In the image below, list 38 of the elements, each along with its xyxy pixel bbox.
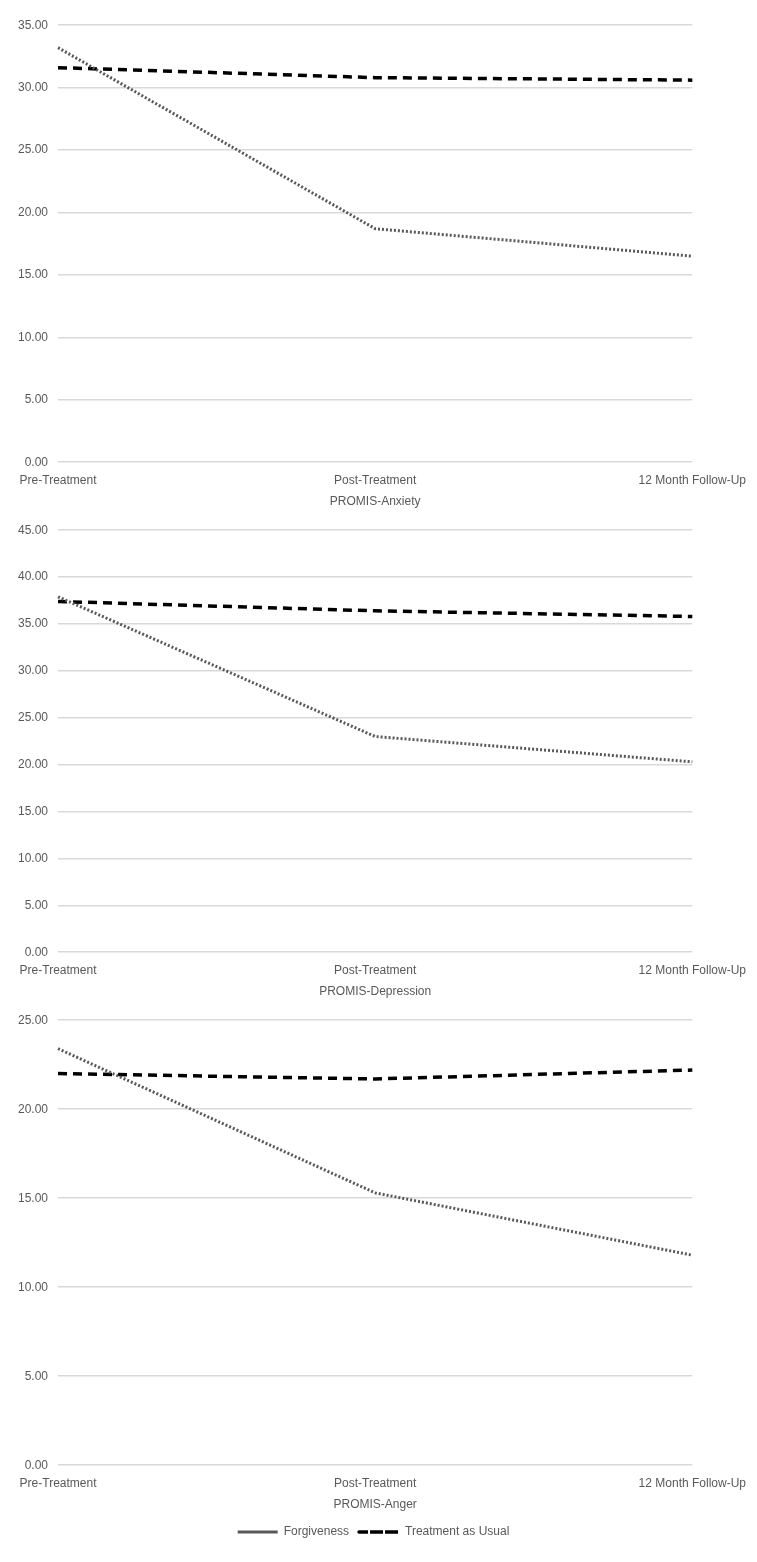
y-tick-label: 20.00 — [18, 756, 49, 771]
y-tick-label: 15.00 — [18, 267, 49, 282]
y-tick-label: 0.00 — [24, 1457, 49, 1472]
y-tick-label: 35.00 — [18, 616, 49, 631]
y-tick-label: 20.00 — [18, 204, 49, 219]
y-tick-label: 10.00 — [18, 1279, 49, 1294]
legend-label: Treatment as Usual — [405, 1524, 510, 1539]
x-tick-label: Pre-Treatment — [19, 472, 98, 487]
legend-label: Forgiveness — [283, 1524, 350, 1539]
y-tick-label: 35.00 — [18, 17, 49, 32]
x-tick-label: Post-Treatment — [334, 472, 417, 487]
y-tick-label: 45.00 — [18, 522, 49, 537]
x-axis-title: PROMIS-Depression — [319, 984, 432, 999]
x-axis-title: PROMIS-Anger — [333, 1497, 417, 1512]
x-tick-label: 12 Month Follow-Up — [638, 472, 747, 487]
y-tick-label: 10.00 — [18, 850, 49, 865]
y-tick-label: 25.00 — [18, 1012, 49, 1027]
y-tick-label: 15.00 — [18, 803, 49, 818]
y-tick-label: 5.00 — [24, 392, 49, 407]
y-tick-label: 10.00 — [18, 329, 49, 344]
x-axis-title: PROMIS-Anxiety — [329, 494, 421, 509]
y-tick-label: 5.00 — [24, 1368, 49, 1383]
x-tick-label: Pre-Treatment — [19, 1475, 98, 1490]
x-tick-label: Post-Treatment — [334, 1475, 417, 1490]
x-tick-label: 12 Month Follow-Up — [638, 1475, 747, 1490]
y-tick-label: 25.00 — [18, 710, 49, 725]
y-tick-label: 30.00 — [18, 663, 49, 678]
y-tick-label: 15.00 — [18, 1190, 49, 1205]
y-tick-label: 0.00 — [24, 944, 49, 959]
x-tick-label: 12 Month Follow-Up — [638, 962, 747, 977]
y-tick-label: 40.00 — [18, 569, 49, 584]
y-tick-label: 20.00 — [18, 1101, 49, 1116]
y-tick-label: 0.00 — [24, 454, 49, 469]
y-tick-label: 30.00 — [18, 79, 49, 94]
y-tick-label: 5.00 — [24, 897, 49, 912]
x-tick-label: Post-Treatment — [334, 962, 417, 977]
y-tick-label: 25.00 — [18, 142, 49, 157]
x-tick-label: Pre-Treatment — [19, 962, 98, 977]
